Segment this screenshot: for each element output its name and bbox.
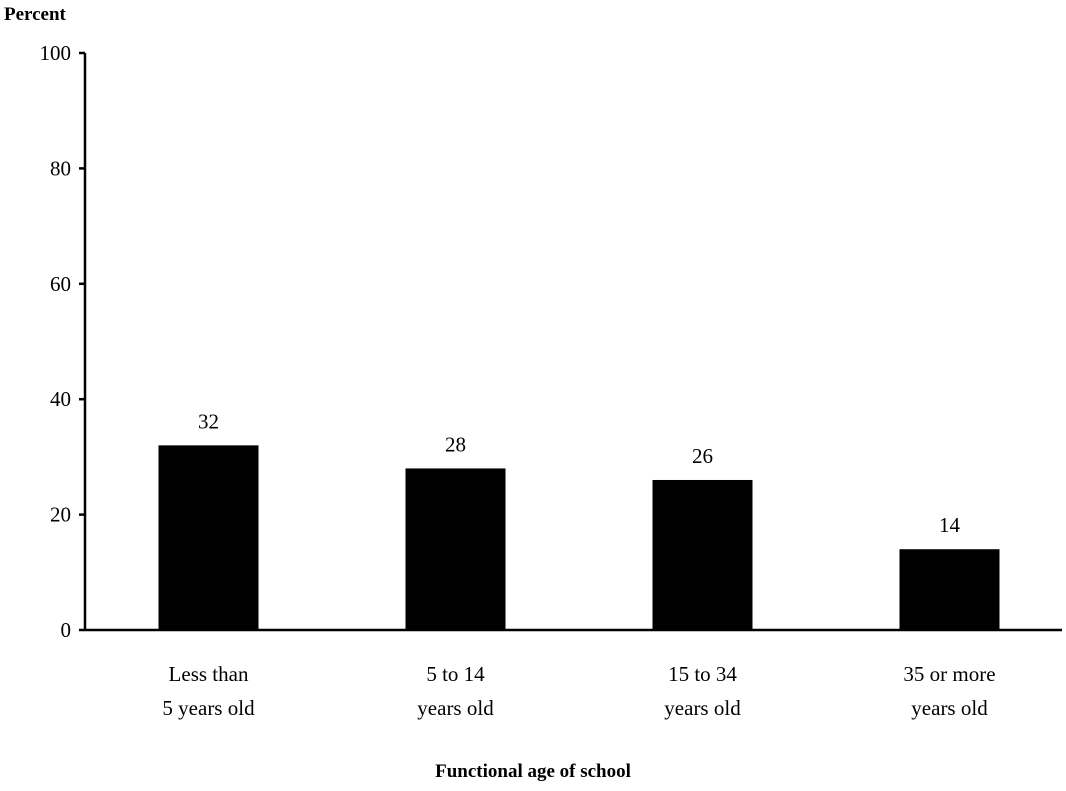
category-label: years old (911, 696, 988, 720)
y-tick-label: 0 (61, 618, 72, 642)
bar (899, 549, 1000, 630)
category-label: 5 years old (162, 696, 255, 720)
y-tick-label: 80 (50, 156, 71, 180)
category-label: years old (417, 696, 494, 720)
bar-value-label: 26 (692, 444, 713, 468)
category-label: 5 to 14 (426, 662, 485, 686)
x-axis-title: Functional age of school (435, 761, 631, 782)
category-label: Less than (169, 662, 249, 686)
bar-value-label: 14 (939, 513, 961, 537)
y-tick-label: 20 (50, 503, 71, 527)
y-axis-title: Percent (4, 4, 66, 25)
bar (405, 468, 506, 630)
y-tick-label: 100 (40, 41, 72, 65)
category-label: years old (664, 696, 741, 720)
y-tick-label: 60 (50, 272, 71, 296)
category-label: 35 or more (903, 662, 995, 686)
bar-value-label: 32 (198, 409, 219, 433)
category-label: 15 to 34 (668, 662, 737, 686)
bar (652, 479, 753, 630)
bar-value-label: 28 (445, 432, 466, 456)
y-tick-label: 40 (50, 387, 71, 411)
bar (158, 445, 259, 630)
